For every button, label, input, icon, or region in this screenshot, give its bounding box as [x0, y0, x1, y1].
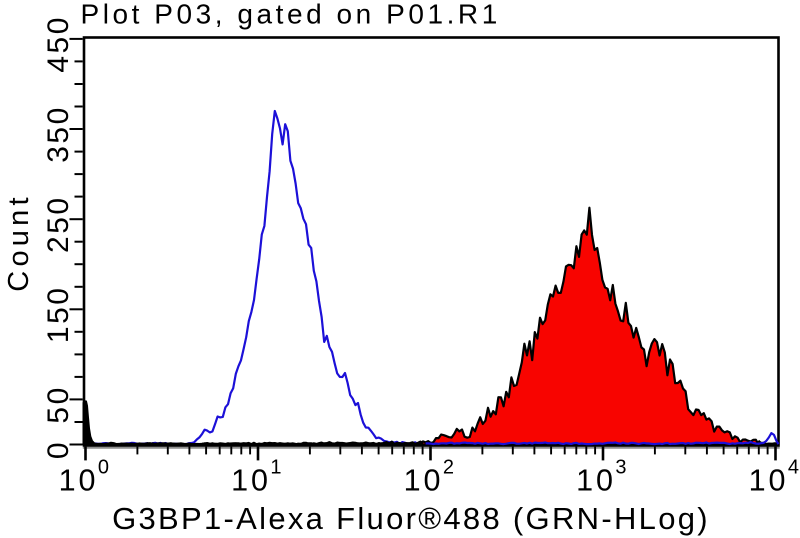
- svg-text:350: 350: [42, 105, 75, 163]
- svg-text:10: 10: [231, 464, 271, 498]
- svg-text:450: 450: [42, 15, 75, 73]
- svg-text:150: 150: [42, 286, 75, 344]
- svg-text:G3BP1-Alexa Fluor®488 (GRN-HLo: G3BP1-Alexa Fluor®488 (GRN-HLog): [112, 501, 710, 536]
- svg-text:4: 4: [788, 456, 799, 478]
- svg-text:10: 10: [576, 464, 616, 498]
- svg-text:0: 0: [42, 440, 75, 459]
- svg-text:50: 50: [42, 385, 75, 423]
- svg-text:0: 0: [98, 456, 109, 478]
- svg-text:250: 250: [42, 195, 75, 253]
- svg-text:Count: Count: [3, 193, 35, 291]
- svg-text:Plot P03, gated on P01.R1: Plot P03, gated on P01.R1: [81, 0, 501, 30]
- svg-text:10: 10: [404, 464, 444, 498]
- svg-text:1: 1: [270, 456, 281, 478]
- svg-text:3: 3: [615, 456, 626, 478]
- svg-text:2: 2: [443, 456, 454, 478]
- svg-text:10: 10: [749, 464, 789, 498]
- svg-text:10: 10: [59, 464, 99, 498]
